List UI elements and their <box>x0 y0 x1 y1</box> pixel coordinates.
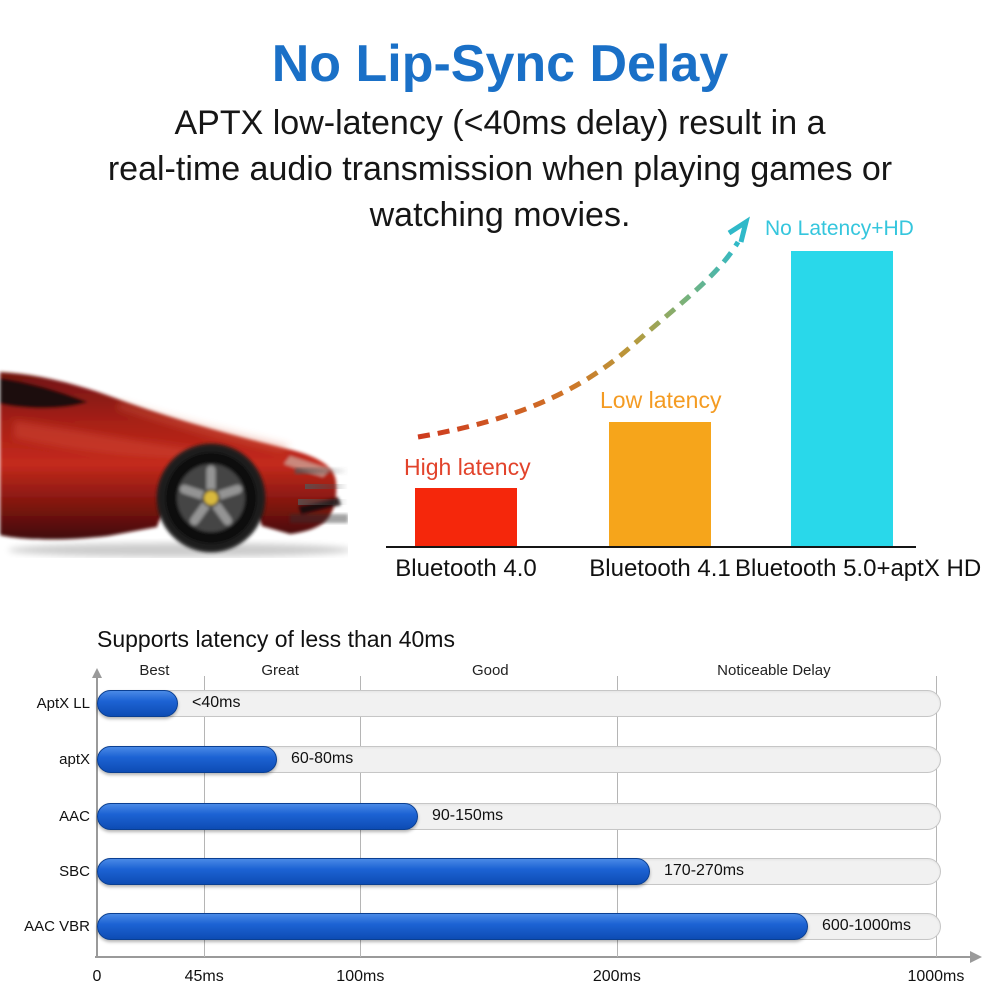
row-label: SBC <box>0 863 90 880</box>
row-value-label: <40ms <box>192 694 240 712</box>
subtitle-line: APTX low-latency (<40ms delay) result in… <box>0 100 1000 146</box>
x-tick-label: 100ms <box>336 968 384 986</box>
zone-header: Good <box>472 662 509 679</box>
bar-label: High latency <box>404 454 531 481</box>
x-tick-label: 1000ms <box>907 968 964 986</box>
bar-bluetooth-4-0 <box>415 488 517 546</box>
category-label: Bluetooth 4.0 <box>386 555 546 583</box>
bar-label: No Latency+HD <box>765 217 914 241</box>
row-bar-aptx <box>97 746 277 773</box>
row-label: AAC VBR <box>0 918 90 935</box>
zone-header: Great <box>261 662 299 679</box>
row-label: aptX <box>0 751 90 768</box>
x-axis-arrow-icon <box>970 951 982 963</box>
x-tick-label: 0 <box>93 968 102 986</box>
row-bar-aac-vbr <box>97 913 808 940</box>
bar-bluetooth-5-0-aptx-hd <box>791 251 893 546</box>
page-title: No Lip-Sync Delay <box>0 34 1000 94</box>
car-shadow <box>8 543 348 557</box>
car-wheel <box>159 446 263 550</box>
x-axis <box>95 956 972 958</box>
sports-car-image <box>0 356 348 558</box>
chart-title: Supports latency of less than 40ms <box>97 626 455 653</box>
row-bar-sbc <box>97 858 650 885</box>
row-label: AptX LL <box>0 695 90 712</box>
x-tick-label: 200ms <box>593 968 641 986</box>
y-axis-arrow-icon <box>92 668 102 678</box>
codec-latency-chart: Supports latency of less than 40ms Best G… <box>0 620 1000 1000</box>
baseline-axis <box>386 546 916 548</box>
row-bar-aac <box>97 803 418 830</box>
page: { "header": { "title": "No Lip-Sync Dela… <box>0 0 1000 1000</box>
row-value-label: 90-150ms <box>432 807 503 825</box>
row-label: AAC <box>0 808 90 825</box>
bar-label: Low latency <box>600 387 721 414</box>
x-tick-label: 45ms <box>185 968 224 986</box>
row-value-label: 60-80ms <box>291 750 353 768</box>
row-value-label: 600-1000ms <box>822 917 911 935</box>
subtitle-line: real-time audio transmission when playin… <box>0 146 1000 192</box>
category-label: Bluetooth 4.1 <box>580 555 740 583</box>
row-value-label: 170-270ms <box>664 862 744 880</box>
bar-bluetooth-4-1 <box>609 422 711 546</box>
zone-header: Best <box>139 662 169 679</box>
category-label: Bluetooth 5.0+aptX HD <box>735 555 975 583</box>
bluetooth-latency-bar-chart: High latency Bluetooth 4.0 Low latency Blue… <box>386 216 996 600</box>
row-bar-aptx-ll <box>97 690 178 717</box>
zone-header: Noticeable Delay <box>717 662 830 679</box>
